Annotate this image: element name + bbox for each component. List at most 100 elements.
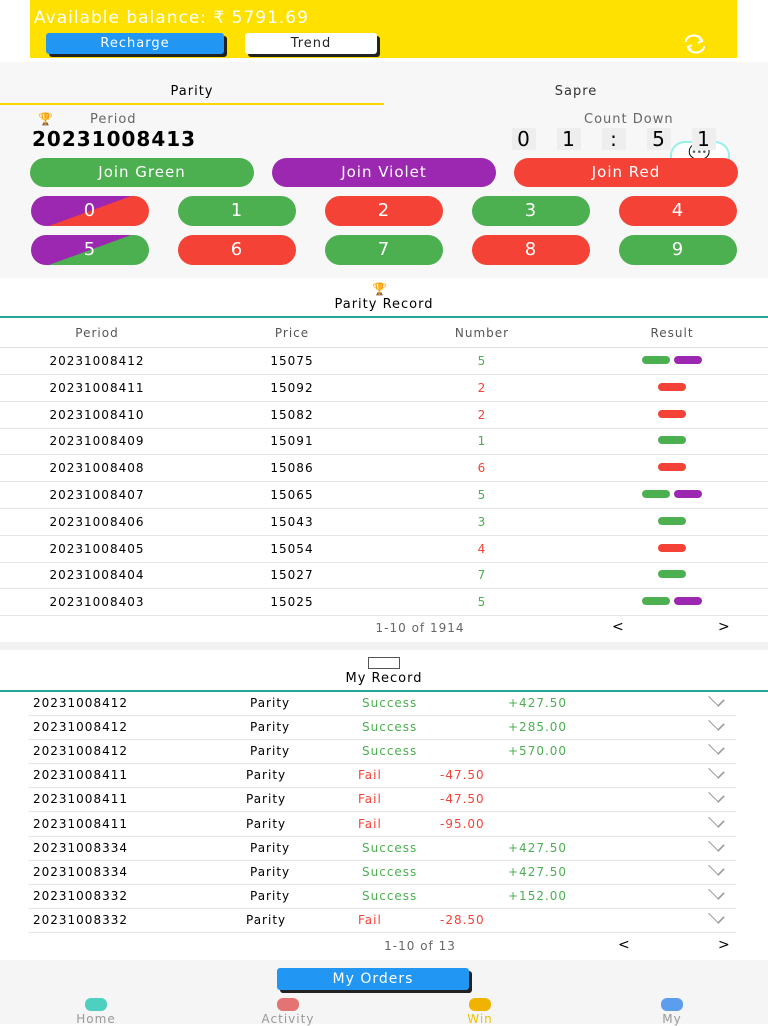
nav-icon xyxy=(469,998,491,1011)
prev-page[interactable]: < xyxy=(618,937,631,953)
number-button[interactable]: 6 xyxy=(178,235,296,265)
record-amount: +285.00 xyxy=(508,720,568,735)
number-button[interactable]: 5 xyxy=(31,235,149,265)
section-title: My Record xyxy=(345,671,423,686)
divider xyxy=(0,690,768,692)
record-amount: +427.50 xyxy=(508,696,568,710)
period-cell: 20231008405 xyxy=(49,541,145,556)
result-dot xyxy=(674,490,702,498)
period-cell: 20231008407 xyxy=(49,488,145,502)
tab[interactable]: Parity xyxy=(170,84,214,99)
price-cell: 15065 xyxy=(270,488,314,502)
period-label: Period xyxy=(90,112,137,127)
number-button[interactable]: 0 xyxy=(31,196,149,226)
number-cell: 3 xyxy=(477,514,487,529)
trend-button[interactable]: Trend xyxy=(245,33,377,54)
record-row[interactable] xyxy=(28,813,736,837)
number-cell: 2 xyxy=(477,380,487,395)
join-button[interactable]: Join Red xyxy=(514,158,738,187)
prev-page[interactable]: < xyxy=(612,619,625,635)
column-header: Period xyxy=(75,326,119,340)
result-dot xyxy=(658,436,686,445)
table-row xyxy=(0,402,768,429)
record-period: 20231008332 xyxy=(33,888,128,903)
table-row xyxy=(0,428,768,456)
record-period: 20231008411 xyxy=(33,792,128,807)
join-button[interactable]: Join Violet xyxy=(272,158,496,187)
column-header: Result xyxy=(650,326,694,340)
price-cell: 15086 xyxy=(270,461,314,476)
record-status: Fail xyxy=(358,768,382,783)
nav-item[interactable]: Home xyxy=(76,1012,116,1026)
record-row[interactable] xyxy=(28,692,736,716)
period-cell: 20231008409 xyxy=(49,434,145,449)
record-period: 20231008411 xyxy=(33,816,128,831)
number-button[interactable]: 1 xyxy=(178,196,296,226)
number-button[interactable]: 3 xyxy=(472,196,590,226)
table-row xyxy=(0,455,768,483)
record-game: Parity xyxy=(250,864,291,879)
recharge-button[interactable]: Recharge xyxy=(46,33,224,54)
tab[interactable]: Sapre xyxy=(554,84,598,99)
number-button[interactable]: 2 xyxy=(325,196,443,226)
price-cell: 15054 xyxy=(270,541,314,556)
record-row[interactable] xyxy=(28,909,736,933)
period-cell: 20231008406 xyxy=(49,514,145,529)
record-period: 20231008332 xyxy=(33,912,128,927)
record-icon xyxy=(368,657,400,669)
table-row xyxy=(0,562,768,590)
period-cell: 20231008411 xyxy=(49,380,145,395)
next-page[interactable]: > xyxy=(718,619,731,635)
record-row[interactable] xyxy=(28,837,736,861)
record-amount: +570.00 xyxy=(508,744,568,759)
trophy-icon: 🏆 xyxy=(372,282,388,296)
record-status: Fail xyxy=(358,816,382,831)
record-amount: -28.50 xyxy=(440,912,485,927)
refresh-icon[interactable] xyxy=(682,34,708,54)
record-row[interactable] xyxy=(28,764,736,789)
record-row[interactable] xyxy=(28,740,736,765)
nav-item[interactable]: My xyxy=(662,1012,682,1026)
number-button[interactable]: 8 xyxy=(472,235,590,265)
record-row[interactable] xyxy=(28,861,736,885)
record-row[interactable] xyxy=(28,788,736,813)
number-button[interactable]: 7 xyxy=(325,235,443,265)
result-dot xyxy=(658,570,686,579)
period-cell: 20231008410 xyxy=(49,407,145,422)
number-button[interactable]: 4 xyxy=(619,196,737,226)
number-button[interactable]: 9 xyxy=(619,235,737,265)
countdown-label: Count Down xyxy=(584,112,674,127)
period-cell: 20231008403 xyxy=(49,595,145,610)
record-status: Success xyxy=(362,744,418,759)
result-dot xyxy=(658,463,686,472)
result-dot xyxy=(658,382,686,391)
my-orders-button[interactable]: My Orders xyxy=(277,968,469,990)
table-row xyxy=(0,589,768,617)
next-page[interactable]: > xyxy=(718,937,731,953)
table-row xyxy=(0,482,768,509)
number-cell: 4 xyxy=(477,541,487,556)
price-cell: 15082 xyxy=(270,407,314,422)
record-status: Success xyxy=(362,720,418,735)
tab-indicator xyxy=(0,103,384,105)
price-cell: 15043 xyxy=(270,514,314,529)
result-dot xyxy=(674,597,702,606)
record-row[interactable] xyxy=(28,716,736,741)
column-header: Price xyxy=(274,326,310,340)
price-cell: 15091 xyxy=(270,434,314,449)
number-cell: 1 xyxy=(477,434,487,449)
record-amount: +427.50 xyxy=(508,864,568,879)
record-row[interactable] xyxy=(28,885,736,909)
price-cell: 15025 xyxy=(270,595,314,610)
table-row xyxy=(0,536,768,563)
nav-item[interactable]: Activity xyxy=(261,1012,315,1026)
period-cell: 20231008404 xyxy=(49,568,145,583)
number-cell: 2 xyxy=(477,407,487,422)
join-button[interactable]: Join Green xyxy=(30,158,254,187)
result-dot xyxy=(674,356,702,364)
record-game: Parity xyxy=(246,768,287,783)
column-header: Number xyxy=(454,326,510,340)
nav-item[interactable]: Win xyxy=(467,1012,493,1026)
balance: Available balance: ₹ 5791.69 xyxy=(34,8,309,28)
section-gap xyxy=(0,642,768,650)
